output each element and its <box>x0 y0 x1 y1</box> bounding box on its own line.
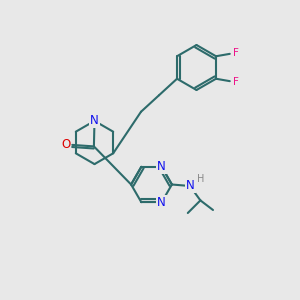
Text: N: N <box>90 114 99 128</box>
Text: O: O <box>61 138 70 151</box>
Text: N: N <box>157 160 166 173</box>
Text: F: F <box>233 77 239 87</box>
Text: N: N <box>157 196 166 209</box>
Text: N: N <box>186 179 195 192</box>
Text: H: H <box>197 174 204 184</box>
Text: F: F <box>233 48 239 58</box>
